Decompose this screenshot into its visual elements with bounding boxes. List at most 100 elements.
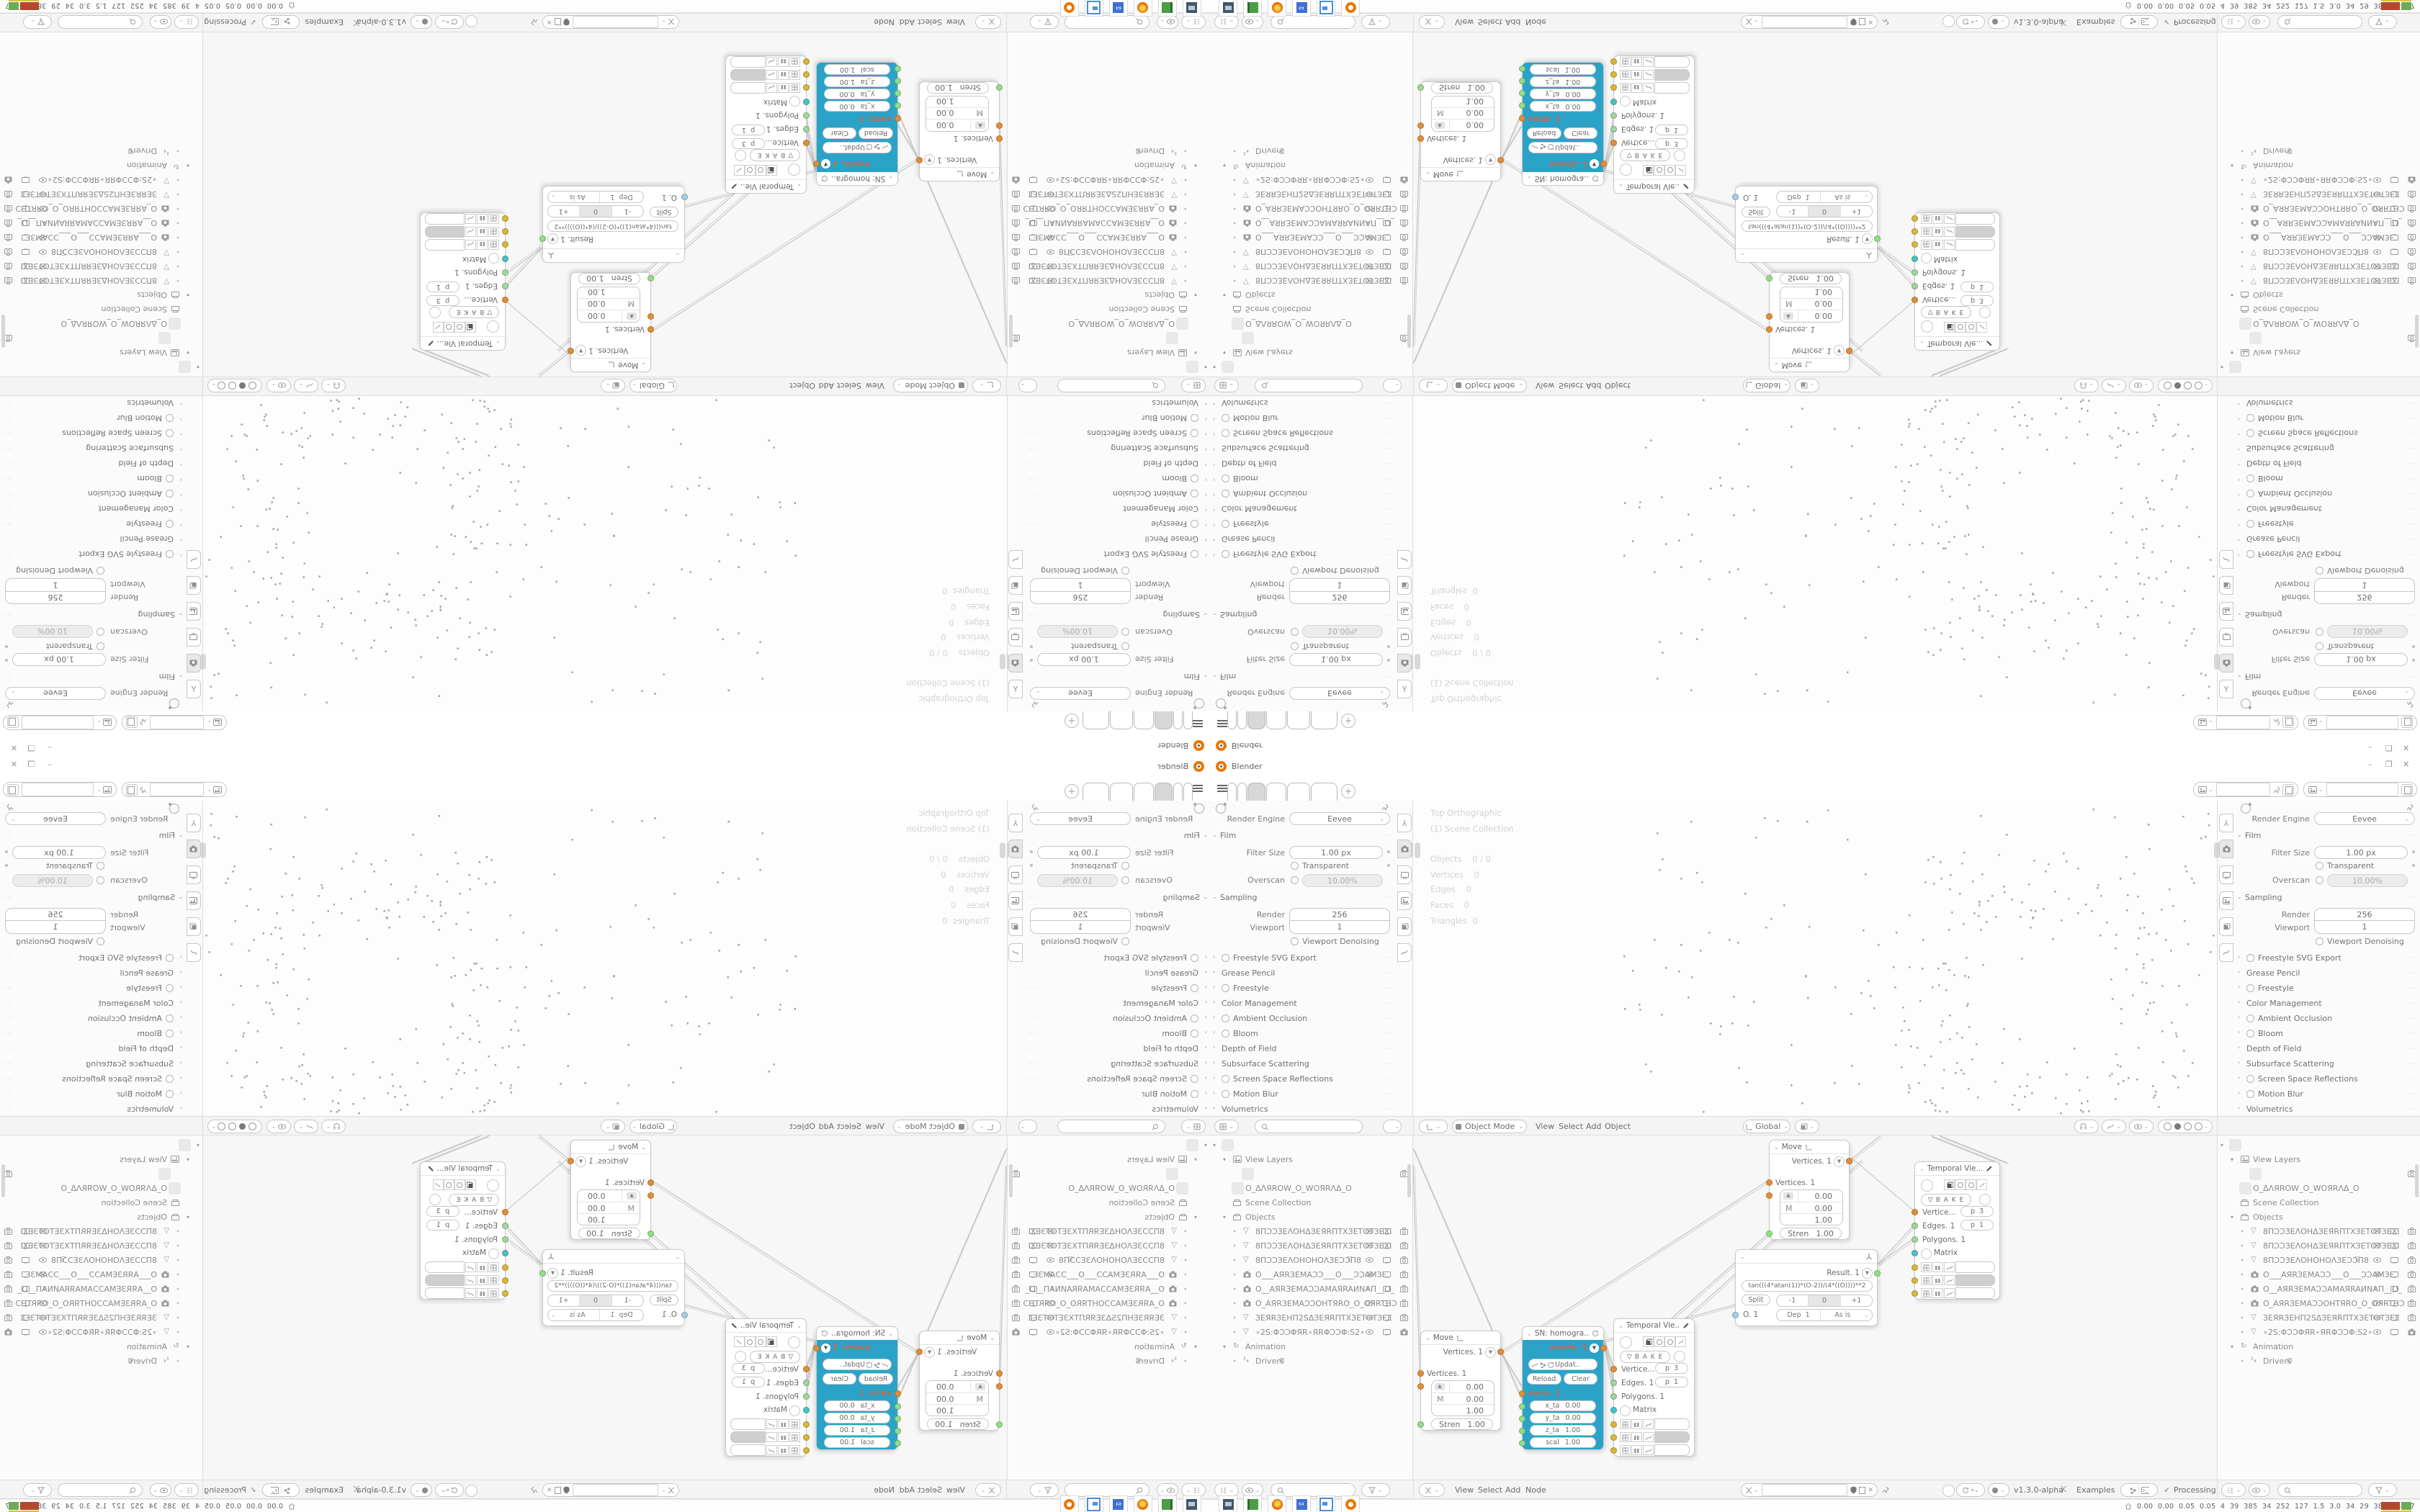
expand-arrow-icon[interactable]: ‣ — [1233, 234, 1237, 240]
toolbar-handle[interactable] — [1000, 654, 1005, 670]
node-sn-homograph[interactable]: ⌄ SN: homogra.. overts. 1 ▼ Updat.. Reload Cle… — [1519, 1326, 1607, 1450]
material-icon[interactable] — [2198, 786, 2207, 793]
viewport-menu-object[interactable]: Object — [1605, 1122, 1631, 1131]
filter-display-icon-selector[interactable]: ⌄ — [1157, 1483, 1178, 1497]
expand-arrow-icon[interactable]: ▾ — [186, 1214, 189, 1220]
vector-field-group[interactable]: ▲ 0.00 M 0.00 1.00 — [926, 1380, 989, 1416]
samples-render-field[interactable]: 256 — [1030, 591, 1131, 604]
node-menu-node[interactable]: Node — [874, 1485, 895, 1495]
curve-icon[interactable] — [1643, 1419, 1654, 1429]
samples-render-field[interactable]: 256 — [5, 908, 106, 921]
expand-arrow-icon[interactable]: ‣ — [1183, 277, 1187, 284]
unlink-icon[interactable]: ✕ — [547, 1486, 552, 1494]
section-checkbox[interactable] — [2246, 414, 2254, 422]
world-icon[interactable] — [1397, 550, 1412, 569]
tab-5[interactable] — [1083, 783, 1109, 801]
collapse-menu-selector[interactable]: ⌄ — [1383, 379, 1402, 392]
section-grease-pencil[interactable]: Grease Pencil — [1144, 534, 1198, 544]
expand-arrow-icon[interactable]: ▾ — [186, 1156, 189, 1163]
object-item[interactable]: ‣ O_AЯRЗEMAƆƆOHTЯRO_O_OЯRTHƆ — [0, 1297, 202, 1311]
section-checkbox[interactable] — [2246, 1030, 2254, 1038]
update-tree-button[interactable]: ⌗⌄ — [1956, 1483, 1985, 1497]
shading-rendered-icon[interactable] — [218, 1122, 226, 1130]
object-item[interactable]: ‣ ▽ ЗEЯRЗEHП2SΔЗEЯRПTXЗETOTЗEƐ — [1210, 1311, 1413, 1326]
node-temporal-viewer-1[interactable]: ⌄ Temporal Vie... ▽ B A K E Vertice... p 3 Edg… — [1610, 1318, 1695, 1457]
tab-5[interactable] — [1311, 711, 1337, 729]
section-subsurface-scattering[interactable]: Subsurface Scattering — [1222, 444, 1309, 453]
objects-collection[interactable]: ▾ Objects — [1210, 1210, 1413, 1225]
output-icon[interactable] — [1008, 628, 1023, 647]
display-toggle-1[interactable] — [1654, 165, 1664, 176]
section-volumetrics[interactable]: Volumetrics — [2246, 398, 2293, 408]
expand-arrow-icon[interactable]: ▾ — [2231, 349, 2234, 356]
display-toggle-3[interactable] — [1675, 1336, 1686, 1347]
object-item[interactable]: ‣ O___AЯRЗEMAƆƆ___O___ƆƆAMЗE — [0, 230, 202, 244]
vector-value[interactable]: 0.00 — [936, 120, 954, 130]
view-layer-icon[interactable] — [187, 891, 201, 910]
object-item[interactable]: ‣ ▽ ∘2S:ΦƆƆΦЯR∘ЯRΦƆƆΦ:S2∘ — [1007, 1326, 1210, 1340]
expand-arrow-icon[interactable]: ▾ — [196, 364, 200, 370]
outliner-root[interactable]: ▾◔ — [1210, 359, 1413, 374]
overscan-checkbox[interactable] — [1121, 628, 1129, 636]
expand-arrow-icon[interactable]: ‣ — [2241, 1243, 2244, 1249]
viewport-editor-icon-selector[interactable]: ⌄ — [972, 379, 1001, 392]
ring-button[interactable] — [735, 150, 746, 161]
expand-arrow-icon[interactable]: ‣ — [176, 191, 179, 197]
section-color-management[interactable]: Color Management — [1222, 504, 1297, 513]
bars-icon[interactable] — [1932, 1262, 1943, 1272]
taskbar-frame[interactable] — [1219, 0, 1237, 17]
object-item[interactable]: ‣ ▽ ∘2S:ΦƆƆΦЯR∘ЯRΦƆƆΦ:S2∘ — [2218, 1326, 2420, 1340]
vector-value[interactable]: 1.00 — [1466, 1406, 1484, 1416]
object-item[interactable]: ‣ ▽ ЗEЯRЗEHП2SΔЗEЯRПTXЗETOTЗEƐ — [2218, 1311, 2420, 1326]
vector-value[interactable]: 1.00 — [936, 1406, 954, 1416]
render-icon[interactable] — [1397, 654, 1412, 672]
tool-icon[interactable] — [187, 680, 201, 698]
view-layer-icon[interactable] — [2219, 891, 2233, 910]
render-icon[interactable] — [2219, 840, 2233, 858]
orientation-dropdown[interactable]: Global ⌄ — [629, 1120, 677, 1133]
section-checkbox[interactable] — [166, 490, 174, 498]
outliner-root[interactable]: ▾◔ — [0, 359, 202, 374]
checker-icon[interactable] — [488, 1262, 499, 1272]
object-item[interactable]: ‣ O___AЯRЗEMAƆƆ___O___ƆƆAMЗE — [1210, 230, 1413, 244]
object-item[interactable]: ‣ ▽ 8ПƆƆЗEΛOHΔЗEЯRПTXЗETOTЗEXΙ — [2218, 258, 2420, 273]
section-ambient-occlusion[interactable]: Ambient Occlusion — [2258, 1014, 2333, 1023]
expand-arrow-icon[interactable]: ▾ — [1193, 1156, 1197, 1163]
scene-icon[interactable] — [2219, 917, 2233, 936]
tab-0[interactable] — [1227, 783, 1237, 801]
expand-arrow-icon[interactable]: ‣ — [176, 248, 179, 255]
display-toggle-1[interactable] — [1654, 1336, 1664, 1347]
vector-value[interactable]: 0.00 — [1466, 1395, 1484, 1404]
object-item[interactable]: ‣ ▽ 8ПƆƆЗEΛOHOHOΛЗEƆƆП8 ▽ — [0, 1254, 202, 1268]
display-toggle-0[interactable] — [1643, 165, 1654, 176]
object-item[interactable]: ‣ ▽ ∘2S:ΦƆƆΦЯR∘ЯRΦƆƆΦ:S2∘ — [2218, 172, 2420, 186]
properties-search-left[interactable] — [1057, 379, 1165, 392]
viewport-denoising-checkbox[interactable] — [97, 937, 104, 945]
shading-solid-icon[interactable] — [2174, 382, 2181, 389]
node-header[interactable]: ⌄ Move — [1421, 167, 1500, 181]
filter-display-icon-selector[interactable]: ⌄ — [2249, 15, 2270, 29]
filter-funnel-dropdown[interactable]: ⌄ — [2368, 1483, 2397, 1497]
terminal-icon[interactable] — [271, 1486, 279, 1494]
section-checkbox[interactable] — [1222, 520, 1229, 528]
filter-size-field[interactable]: 1.00 px — [1289, 653, 1383, 666]
bake-button[interactable]: ▽ B A K E — [1921, 306, 1971, 318]
overscan-field[interactable]: 10.00% — [1302, 874, 1383, 887]
collapse-menu-selector[interactable]: ⌄ — [1018, 379, 1037, 392]
expand-arrow-icon[interactable]: ‣ — [1233, 1228, 1237, 1235]
segment-1[interactable]: 0 — [1808, 1295, 1840, 1306]
object-item[interactable]: ‣ ▽ ∘2S:ΦƆƆΦЯR∘ЯRΦƆƆΦ:S2∘ — [1007, 172, 1210, 186]
segment-1[interactable]: 0 — [1808, 206, 1840, 217]
expand-arrow-icon[interactable]: ‣ — [176, 234, 179, 240]
tool-icon[interactable] — [1008, 814, 1023, 832]
overscan-field[interactable]: 10.00% — [2327, 874, 2408, 887]
shading-rendered-icon[interactable] — [218, 382, 226, 390]
tab-4[interactable] — [1110, 711, 1133, 729]
outliner-root[interactable]: ▾◔ — [1007, 359, 1210, 374]
render-engine-select[interactable]: Eevee ⌄ — [1030, 687, 1131, 700]
clear-button[interactable]: Clear — [823, 127, 856, 139]
animation-item[interactable]: ▾ ↻ Animation — [1210, 158, 1413, 172]
viewport-menu-object[interactable]: Object — [789, 1122, 815, 1131]
checker-icon[interactable] — [1921, 1275, 1932, 1285]
taskbar-frame[interactable]: 64 — [1109, 1495, 1128, 1512]
